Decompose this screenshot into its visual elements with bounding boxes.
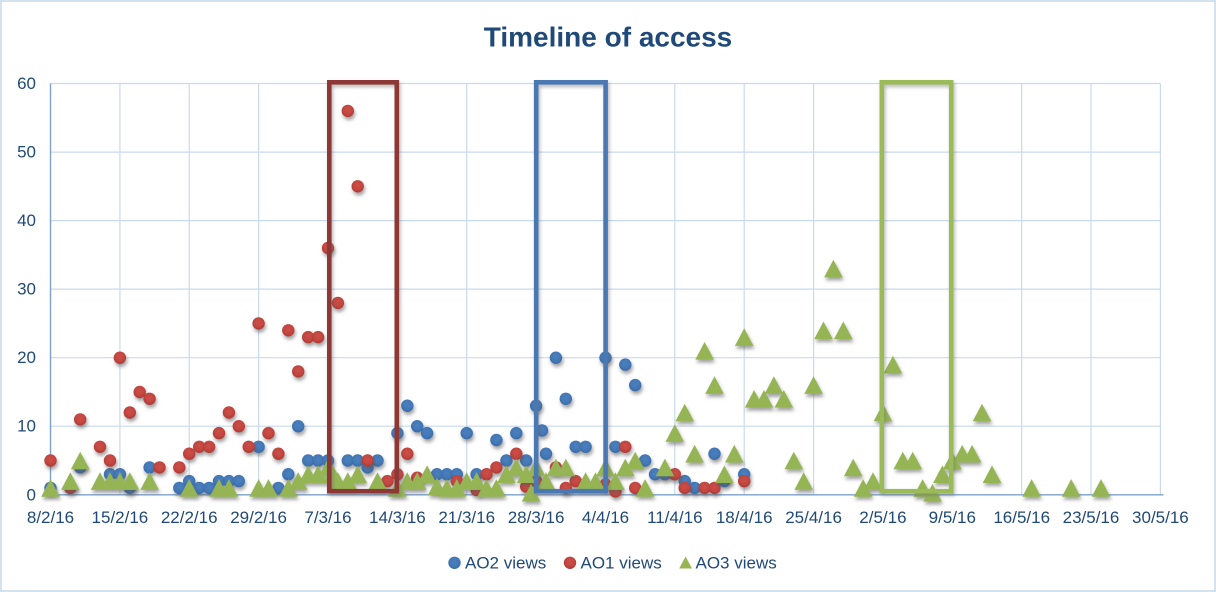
svg-text:18/4/16: 18/4/16 bbox=[716, 508, 773, 527]
svg-text:22/2/16: 22/2/16 bbox=[161, 508, 218, 527]
svg-text:21/3/16: 21/3/16 bbox=[438, 508, 495, 527]
svg-text:20: 20 bbox=[17, 348, 36, 367]
svg-text:60: 60 bbox=[17, 74, 36, 93]
svg-text:25/4/16: 25/4/16 bbox=[785, 508, 842, 527]
svg-text:0: 0 bbox=[27, 485, 36, 504]
svg-text:7/3/16: 7/3/16 bbox=[304, 508, 351, 527]
svg-text:50: 50 bbox=[17, 143, 36, 162]
svg-text:14/3/16: 14/3/16 bbox=[369, 508, 426, 527]
svg-text:10: 10 bbox=[17, 417, 36, 436]
svg-text:23/5/16: 23/5/16 bbox=[1063, 508, 1120, 527]
svg-text:29/2/16: 29/2/16 bbox=[230, 508, 287, 527]
svg-text:Timeline of access: Timeline of access bbox=[484, 22, 733, 53]
svg-text:AO3 views: AO3 views bbox=[696, 554, 777, 573]
svg-text:16/5/16: 16/5/16 bbox=[993, 508, 1050, 527]
svg-text:15/2/16: 15/2/16 bbox=[92, 508, 149, 527]
svg-text:28/3/16: 28/3/16 bbox=[508, 508, 565, 527]
svg-text:2/5/16: 2/5/16 bbox=[859, 508, 906, 527]
svg-text:9/5/16: 9/5/16 bbox=[929, 508, 976, 527]
svg-text:40: 40 bbox=[17, 211, 36, 230]
svg-text:30/5/16: 30/5/16 bbox=[1132, 508, 1189, 527]
svg-text:30: 30 bbox=[17, 280, 36, 299]
svg-text:AO1 views: AO1 views bbox=[581, 554, 662, 573]
svg-text:11/4/16: 11/4/16 bbox=[647, 508, 702, 527]
svg-text:8/2/16: 8/2/16 bbox=[27, 508, 74, 527]
svg-text:4/4/16: 4/4/16 bbox=[582, 508, 629, 527]
svg-text:AO2 views: AO2 views bbox=[465, 554, 546, 573]
